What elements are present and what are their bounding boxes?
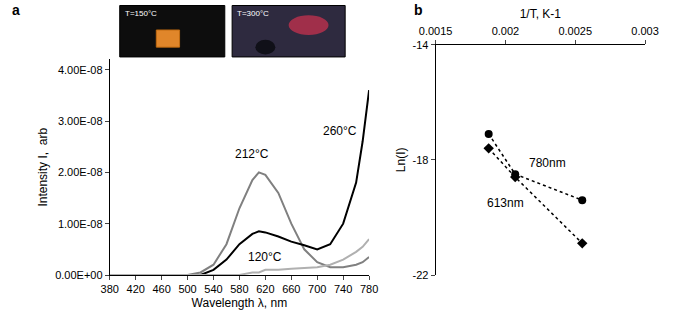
svg-text:460: 460 <box>152 283 170 295</box>
svg-text:620: 620 <box>256 283 274 295</box>
svg-text:-14: -14 <box>412 39 428 51</box>
svg-text:3.00E-08: 3.00E-08 <box>58 115 103 127</box>
svg-text:780: 780 <box>360 283 378 295</box>
svg-text:-18: -18 <box>412 154 428 166</box>
svg-text:-22: -22 <box>412 269 428 281</box>
svg-text:b: b <box>414 2 423 18</box>
svg-text:613nm: 613nm <box>487 196 524 210</box>
svg-text:120°C: 120°C <box>248 250 282 264</box>
svg-text:2.00E-08: 2.00E-08 <box>58 166 103 178</box>
svg-text:Wavelength λ, nm: Wavelength λ, nm <box>192 296 288 310</box>
svg-text:0.003: 0.003 <box>631 25 659 37</box>
svg-text:a: a <box>12 2 20 18</box>
svg-text:0.00E+00: 0.00E+00 <box>55 269 102 281</box>
svg-text:780nm: 780nm <box>529 156 566 170</box>
svg-text:540: 540 <box>204 283 222 295</box>
svg-text:420: 420 <box>127 283 145 295</box>
svg-text:740: 740 <box>334 283 352 295</box>
svg-text:0.0015: 0.0015 <box>419 25 453 37</box>
svg-text:260°C: 260°C <box>323 124 357 138</box>
svg-text:580: 580 <box>230 283 248 295</box>
svg-text:1/T, K-1: 1/T, K-1 <box>520 7 562 21</box>
svg-text:T=150°C: T=150°C <box>125 9 157 18</box>
svg-text:380: 380 <box>101 283 119 295</box>
svg-text:Ln(I): Ln(I) <box>394 148 408 173</box>
svg-text:212°C: 212°C <box>235 147 269 161</box>
svg-text:700: 700 <box>308 283 326 295</box>
svg-text:1.00E-08: 1.00E-08 <box>58 218 103 230</box>
svg-text:T=300°C: T=300°C <box>237 9 269 18</box>
svg-text:0.002: 0.002 <box>492 25 520 37</box>
svg-text:4.00E-08: 4.00E-08 <box>58 64 103 76</box>
svg-text:Intensity I, arb: Intensity I, arb <box>36 128 50 207</box>
svg-text:660: 660 <box>282 283 300 295</box>
svg-text:500: 500 <box>178 283 196 295</box>
svg-text:0.0025: 0.0025 <box>558 25 592 37</box>
